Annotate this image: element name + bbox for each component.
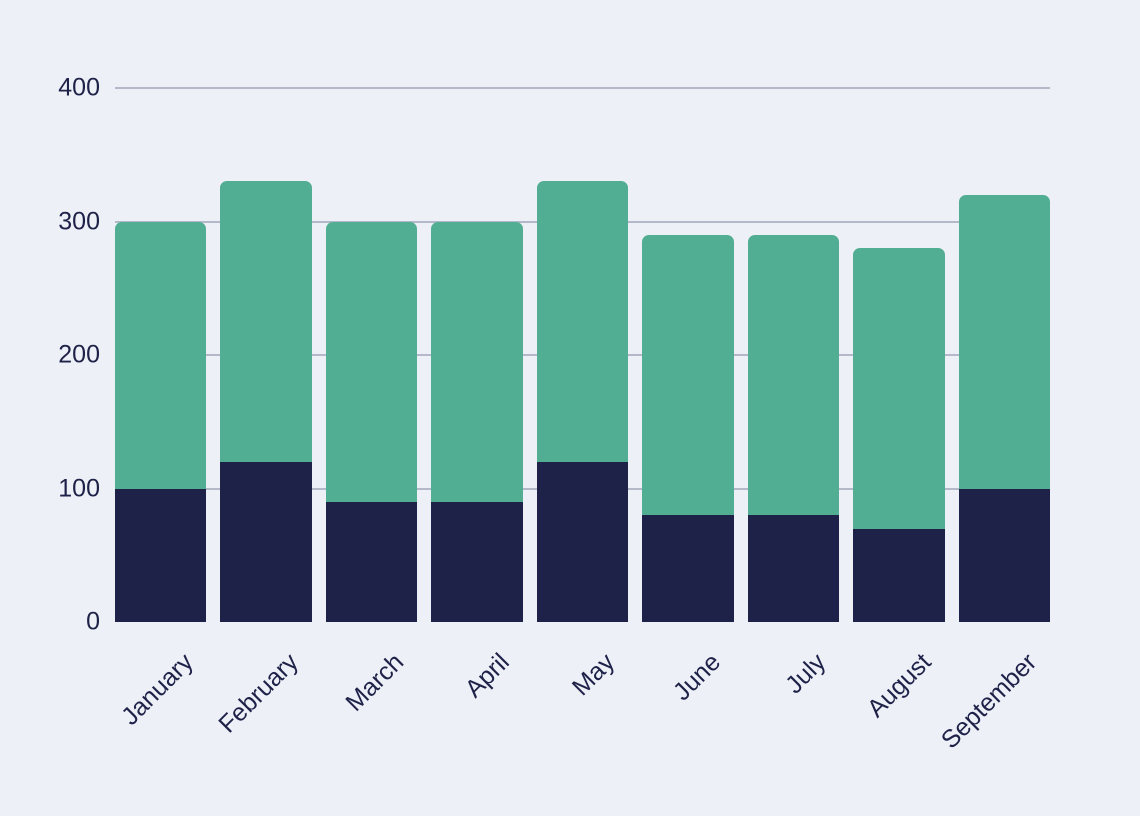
bar-segment-bottom [747,515,840,622]
x-tick-label: April [459,648,515,704]
bar-segment-top [220,181,312,462]
bar-column [536,88,629,622]
bar-column [325,88,418,622]
bar-column [115,88,207,622]
bar-segment-bottom [958,488,1050,622]
x-tick-label: September [935,648,1043,755]
bar-segment-bottom [115,488,207,622]
bar-column [853,88,945,622]
x-tick-label: January [115,648,199,731]
bar-segment-top [853,248,945,529]
bar-column [220,88,312,622]
bar-segment-top [431,221,523,502]
bar-segment-bottom [431,501,523,622]
y-tick-label: 0 [86,607,100,636]
bar-column [958,88,1050,622]
x-tick-label: March [340,648,410,717]
bar-segment-bottom [642,515,734,622]
bar-segment-bottom [325,501,418,622]
bar-segment-bottom [220,461,312,622]
y-tick-label: 100 [58,474,100,502]
x-tick-label: June [667,648,726,707]
gridline [115,87,1050,89]
x-tick-label: July [779,648,832,700]
bar-segment-top [325,221,418,502]
bar-column [642,88,734,622]
bar-segment-top [958,194,1050,489]
bar-segment-top [642,234,734,516]
bar-segment-bottom [853,528,945,622]
x-tick-label: May [567,648,621,702]
y-tick-label: 300 [58,207,100,235]
bar-column [431,88,523,622]
bar-segment-top [536,181,629,462]
bar-column [747,88,840,622]
x-tick-label: February [213,648,304,739]
y-tick-label: 400 [58,73,100,102]
bar-segment-top [747,234,840,516]
plot-area [115,88,1050,622]
bar-segment-top [115,221,207,489]
y-tick-label: 200 [58,340,100,369]
bar-segment-bottom [536,461,629,622]
x-tick-label: August [861,648,937,723]
